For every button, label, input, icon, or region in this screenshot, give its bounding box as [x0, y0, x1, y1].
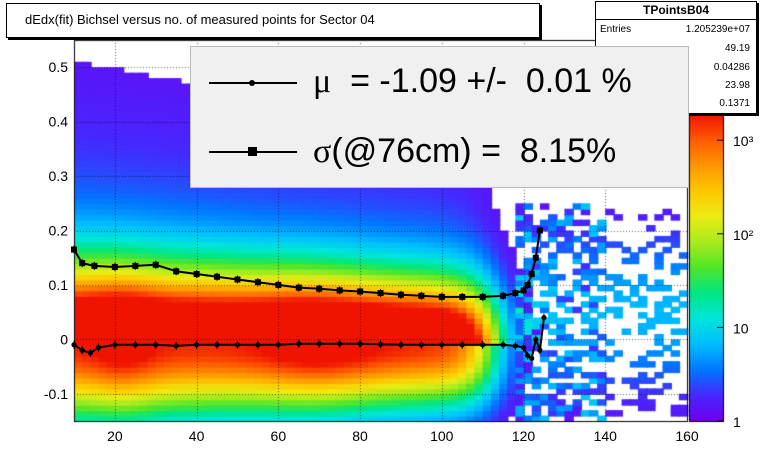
y-tick-label: 0.5 — [49, 59, 69, 75]
legend-mu-entry: μ = -1.09 +/- 0.01 % — [313, 62, 632, 101]
series-line-mu — [73, 317, 545, 361]
chart-title-box: dEdx(fit) Bichsel versus no. of measured… — [6, 3, 540, 38]
legend-mu-text: = -1.09 +/- 0.01 % — [331, 62, 632, 100]
z-tick-label: 10 — [733, 320, 749, 336]
x-tick-label: 60 — [271, 428, 287, 444]
chart-title: dEdx(fit) Bichsel versus no. of measured… — [25, 12, 375, 27]
x-tick-label: 40 — [189, 428, 205, 444]
stats-name: TPointsB04 — [642, 3, 709, 17]
stats-label: Entries — [600, 24, 632, 35]
y-tick-label: 0.4 — [49, 114, 69, 130]
z-tick-label: 10² — [733, 227, 754, 243]
stats-value: 49.19 — [724, 43, 750, 54]
x-tick-label: 140 — [594, 428, 618, 444]
x-tick-label: 80 — [352, 428, 368, 444]
stats-value: 23.98 — [724, 80, 750, 91]
legend-sigma-entry: σ(@76cm) = 8.15% — [313, 132, 616, 171]
legend-mu-marker — [249, 80, 255, 86]
legend-sigma-text: (@76cm) = 8.15% — [331, 132, 617, 170]
x-tick-label: 100 — [430, 428, 454, 444]
y-tick-label: 0.2 — [49, 223, 69, 239]
z-tick-label: 10³ — [733, 133, 754, 149]
legend-sigma-marker — [248, 147, 257, 156]
y-tick-label: 0.1 — [49, 277, 69, 293]
y-tick-label: 0 — [60, 331, 68, 347]
x-tick-label: 160 — [675, 428, 699, 444]
legend-mu-symbol: μ — [313, 63, 332, 100]
legend-sigma-symbol: σ — [313, 133, 332, 170]
x-tick-label: 120 — [512, 428, 536, 444]
stats-value: 0.1371 — [719, 98, 750, 109]
y-tick-label: 0.3 — [49, 168, 69, 184]
z-tick-label: 1 — [733, 414, 741, 430]
series-line-sigma — [73, 230, 541, 298]
x-tick-label: 20 — [107, 428, 123, 444]
stats-value: 0.04286 — [713, 62, 750, 73]
stats-separator — [596, 19, 756, 20]
y-tick-label: -0.1 — [44, 386, 68, 402]
legend-box: μ = -1.09 +/- 0.01 % σ(@76cm) = 8.15% — [190, 46, 689, 188]
stats-value: 1.205239e+07 — [685, 24, 750, 35]
